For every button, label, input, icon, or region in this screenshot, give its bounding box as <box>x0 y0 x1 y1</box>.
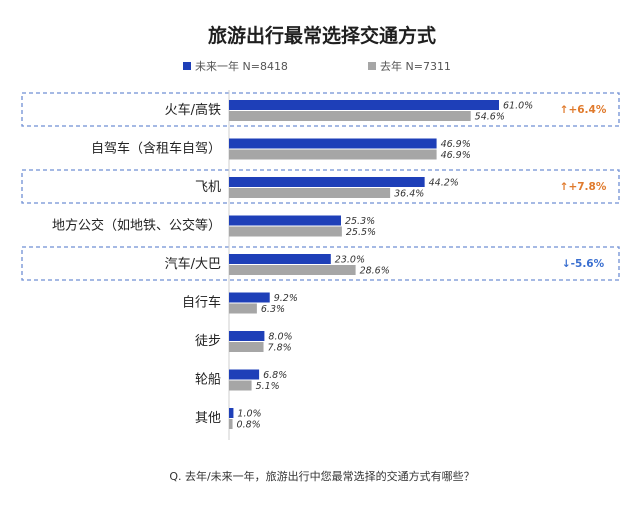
bar <box>229 292 270 303</box>
value-label: 0.8% <box>237 420 261 431</box>
highlight-boxes: ↑+6.4% ↑+7.8% ↓-5.6% <box>21 92 620 281</box>
value-label: 7.8% <box>268 343 292 354</box>
legend: 未来一年 N=8418 去年 N=7311 <box>183 59 451 73</box>
value-label: 6.8% <box>263 370 287 381</box>
value-label: 6.3% <box>261 304 285 315</box>
bar <box>229 188 391 198</box>
legend-label: 未来一年 N=8418 <box>195 59 288 73</box>
category-label: 徒步 <box>195 334 221 349</box>
bar <box>229 177 425 187</box>
legend-swatch <box>183 62 191 70</box>
value-label: 23.0% <box>335 255 365 266</box>
survey-question: Q. 去年/未来一年，旅游出行中您最常选择的交通方式有哪些？ <box>169 469 474 483</box>
value-label: 54.6% <box>475 112 505 123</box>
bar <box>229 265 356 275</box>
category-label: 飞机 <box>195 180 221 195</box>
bar <box>229 254 331 264</box>
chart-title: 旅游出行最常选择交通方式 <box>208 24 436 47</box>
bar <box>229 380 252 391</box>
category-label: 轮船 <box>195 373 221 388</box>
value-label: 1.0% <box>237 409 261 420</box>
value-label: 9.2% <box>274 293 298 304</box>
value-label: 25.5% <box>346 227 376 238</box>
category-label: 自驾车（含租车自驾） <box>91 141 221 157</box>
value-label: 25.3% <box>345 216 375 227</box>
legend-label: 去年 N=7311 <box>380 59 451 73</box>
bar <box>229 331 265 341</box>
bar <box>229 419 233 429</box>
bar <box>229 369 260 380</box>
category-label: 自行车 <box>182 295 221 311</box>
bar <box>229 149 437 160</box>
value-label: 46.9% <box>441 139 471 150</box>
bar <box>229 111 471 121</box>
value-label: 61.0% <box>503 101 533 112</box>
value-label: 46.9% <box>441 150 471 161</box>
bar <box>229 408 234 418</box>
legend-swatch <box>368 62 376 70</box>
category-label: 地方公交（如地铁、公交等） <box>52 218 221 234</box>
value-label: 36.4% <box>394 189 424 200</box>
value-label: 5.1% <box>256 381 280 392</box>
value-label: 44.2% <box>429 178 459 189</box>
bar <box>229 100 499 110</box>
value-label: 28.6% <box>360 266 390 277</box>
bars: 火车/高铁 61.0%54.6% 自驾车（含租车自驾） 46.9%46.9% 飞机 44.… <box>52 100 533 431</box>
category-label: 汽车/大巴 <box>165 256 221 272</box>
bar <box>229 215 341 226</box>
category-label: 火车/高铁 <box>165 102 221 118</box>
category-label: 其他 <box>195 411 221 426</box>
bar <box>229 342 264 352</box>
bar <box>229 138 437 149</box>
bar <box>229 226 342 237</box>
change-label: ↑+7.8% <box>560 181 607 193</box>
change-label: ↓-5.6% <box>562 258 605 270</box>
change-label: ↑+6.4% <box>560 104 607 116</box>
value-label: 8.0% <box>268 332 292 343</box>
bar <box>229 303 257 314</box>
